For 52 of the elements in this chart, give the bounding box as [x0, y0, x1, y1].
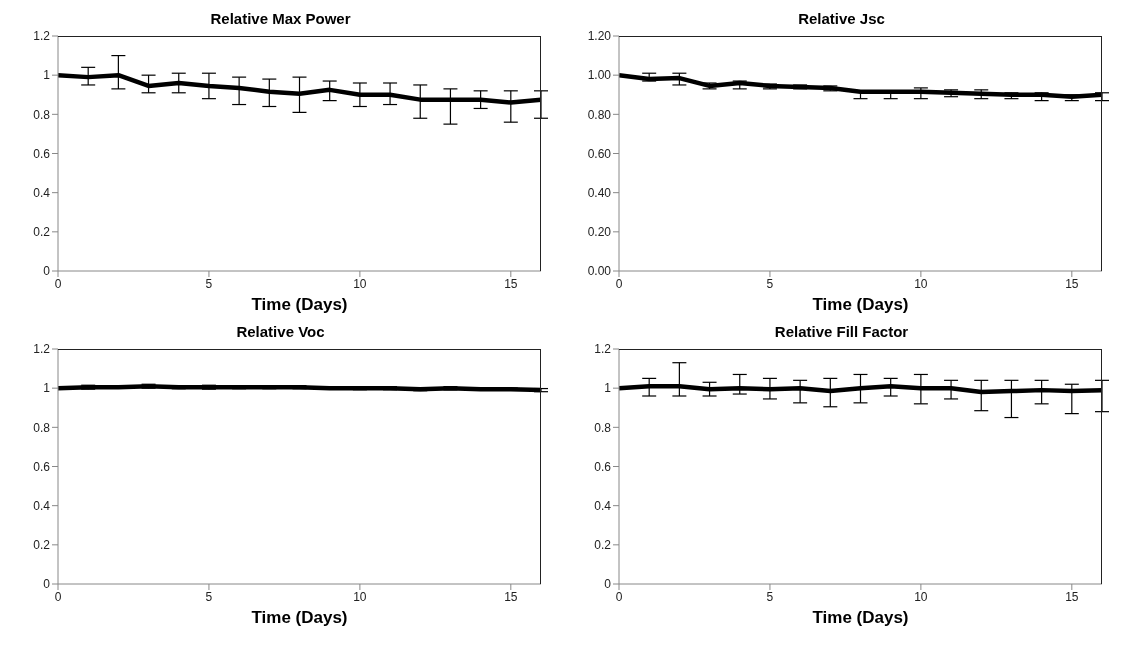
y-tick-label: 0.00	[587, 264, 612, 279]
x-tick-label: 5	[205, 276, 213, 291]
x-tick-label: 15	[1065, 589, 1079, 604]
x-tick-label: 10	[914, 276, 928, 291]
y-tick-label: 0.2	[594, 538, 612, 553]
y-tick-label: 0	[604, 577, 612, 592]
chart-title: Relative Voc	[235, 322, 326, 342]
x-tick-label: 0	[615, 589, 623, 604]
x-tick-label: 15	[504, 276, 518, 291]
y-tick-label: 1.2	[33, 29, 51, 44]
y-tick-label: 1.2	[33, 342, 51, 357]
x-axis-title: Time (Days)	[811, 295, 910, 315]
x-tick-label: 15	[1065, 276, 1079, 291]
x-tick-label: 5	[766, 276, 774, 291]
y-tick-label: 0.20	[587, 225, 612, 240]
y-tick-label: 1	[43, 68, 51, 83]
y-tick-label: 0.40	[587, 185, 612, 200]
x-axis-title: Time (Days)	[250, 608, 349, 628]
y-tick-label: 0.60	[587, 146, 612, 161]
x-axis-title: Time (Days)	[811, 608, 910, 628]
chart-title: Relative Jsc	[797, 9, 886, 29]
y-tick-label: 0.4	[33, 185, 51, 200]
x-axis-title: Time (Days)	[250, 295, 349, 315]
x-tick-label: 10	[353, 589, 367, 604]
x-tick-label: 0	[615, 276, 623, 291]
x-tick-label: 10	[914, 589, 928, 604]
y-tick-label: 0.8	[594, 420, 612, 435]
chart-title: Relative Fill Factor	[773, 322, 910, 342]
x-tick-label: 15	[504, 589, 518, 604]
y-tick-label: 0.2	[33, 225, 51, 240]
y-tick-label: 0.6	[33, 146, 51, 161]
y-tick-label: 0.80	[587, 107, 612, 122]
y-tick-label: 0.4	[33, 498, 51, 513]
x-tick-label: 5	[766, 589, 774, 604]
y-tick-label: 1.20	[587, 29, 612, 44]
y-tick-label: 0.6	[33, 459, 51, 474]
y-tick-label: 1	[43, 381, 51, 396]
y-tick-label: 1	[604, 381, 612, 396]
y-tick-label: 1.2	[594, 342, 612, 357]
y-tick-label: 0.8	[33, 107, 51, 122]
y-tick-label: 0	[43, 264, 51, 279]
y-tick-label: 0.8	[33, 420, 51, 435]
y-tick-label: 0.4	[594, 498, 612, 513]
y-tick-label: 0.2	[33, 538, 51, 553]
y-tick-label: 1.00	[587, 68, 612, 83]
chart-title: Relative Max Power	[209, 9, 352, 29]
x-tick-label: 0	[54, 589, 62, 604]
x-tick-label: 5	[205, 589, 213, 604]
y-tick-label: 0.6	[594, 459, 612, 474]
y-tick-label: 0	[43, 577, 51, 592]
x-tick-label: 0	[54, 276, 62, 291]
x-tick-label: 10	[353, 276, 367, 291]
